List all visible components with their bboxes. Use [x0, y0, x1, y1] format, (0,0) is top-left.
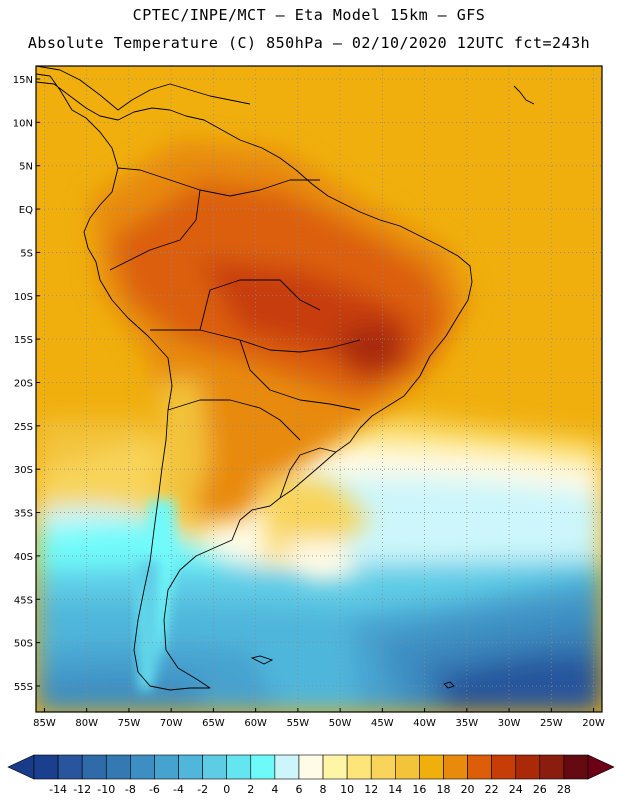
- colorbar-swatch: [33, 754, 59, 780]
- lon-tick-label: 60W: [244, 718, 267, 729]
- lat-tick-label: 10S: [14, 292, 33, 303]
- lat-tick-label: 5S: [20, 248, 33, 259]
- colorbar-swatch: [226, 754, 252, 780]
- colorbar-swatch: [154, 754, 179, 780]
- colorbar-swatch: [298, 754, 324, 780]
- colorbar-swatch: [467, 754, 492, 780]
- lon-tick-label: 55W: [287, 718, 310, 729]
- lon-tick-label: 80W: [75, 718, 98, 729]
- lat-tick-label: 20S: [14, 378, 33, 389]
- colorbar-label: 4: [271, 783, 278, 796]
- colorbar-label: 28: [557, 783, 571, 796]
- colorbar-labels: -14 -12 -10 -8 -6 -4 -2 0 2 4 6 8 10 12 14 16 18 20 22 24 26…: [49, 783, 571, 796]
- colorbar-swatch: [274, 754, 300, 780]
- colorbar-label: 10: [340, 783, 354, 796]
- lon-tick-label: 45W: [371, 718, 394, 729]
- colorbar-label: -8: [125, 783, 136, 796]
- lat-tick-label: 15N: [13, 75, 33, 86]
- colorbar-swatch: [370, 754, 396, 780]
- colorbar-swatch: [346, 754, 372, 780]
- lon-tick-label: 70W: [160, 718, 183, 729]
- colorbar-label: -14: [49, 783, 67, 796]
- islands: [250, 85, 535, 689]
- lon-tick-label: 20W: [582, 718, 605, 729]
- lat-tick-label: 15S: [14, 335, 33, 346]
- lat-tick-label: 10N: [13, 118, 33, 129]
- title-line-2: Absolute Temperature (C) 850hPa – 02/10/…: [27, 34, 591, 52]
- colorbar: [7, 754, 615, 780]
- lat-tick-label: 5N: [19, 162, 33, 173]
- lat-tick-label: 35S: [14, 509, 33, 520]
- colorbar-label: 0: [223, 783, 230, 796]
- colorbar-label: 8: [320, 783, 327, 796]
- colorbar-label: 16: [412, 783, 426, 796]
- colorbar-label: 24: [509, 783, 523, 796]
- colorbar-swatch: [81, 754, 107, 780]
- colorbar-swatch: [539, 754, 565, 780]
- latitude-axis: 15N 10N 5N EQ 5S 10S 15S 20S 25S 30S 35S 40S 45S 50S 5…: [13, 75, 40, 693]
- colorbar-label: -2: [197, 783, 208, 796]
- colorbar-swatch: [57, 754, 83, 780]
- lon-tick-label: 35W: [456, 718, 479, 729]
- colorbar-swatch: [250, 754, 276, 780]
- colorbar-max-arrow: [587, 754, 615, 780]
- colorbar-swatch: [395, 754, 420, 780]
- title-line-1: CPTEC/INPE/MCT – Eta Model 15km – GFS: [132, 6, 486, 24]
- lat-tick-label: 30S: [14, 465, 33, 476]
- colorbar-swatch: [105, 754, 131, 780]
- lon-tick-label: 25W: [540, 718, 563, 729]
- temperature-field: [36, 66, 602, 712]
- colorbar-label: -10: [97, 783, 115, 796]
- colorbar-label: 6: [295, 783, 302, 796]
- colorbar-label: 18: [436, 783, 450, 796]
- lat-tick-label: EQ: [19, 205, 33, 216]
- colorbar-label: 26: [533, 783, 547, 796]
- lon-tick-label: 65W: [202, 718, 225, 729]
- colorbar-swatch: [491, 754, 517, 780]
- lat-tick-label: 55S: [14, 682, 33, 693]
- colorbar-label: 14: [388, 783, 402, 796]
- lat-tick-label: 50S: [14, 639, 33, 650]
- longitude-axis: 85W 80W 75W 70W 65W 60W 55W 50W 45W 40W 35W 30W 25W 2…: [33, 708, 605, 729]
- colorbar-label: 12: [364, 783, 378, 796]
- colorbar-swatch: [419, 754, 444, 780]
- colorbar-min-arrow: [7, 754, 35, 780]
- colorbar-label: -6: [149, 783, 160, 796]
- colorbar-label: 22: [485, 783, 499, 796]
- colorbar-swatch: [130, 754, 155, 780]
- lon-tick-label: 40W: [413, 718, 436, 729]
- colorbar-label: 20: [461, 783, 475, 796]
- colorbar-label: 2: [247, 783, 254, 796]
- colorbar-swatch: [443, 754, 468, 780]
- colorbar-swatch: [563, 754, 589, 780]
- coastlines: [36, 66, 473, 691]
- colorbar-swatch: [322, 754, 348, 780]
- lon-tick-label: 50W: [329, 718, 352, 729]
- lat-tick-label: 40S: [14, 552, 33, 563]
- plot-frame: [35, 65, 603, 713]
- colorbar-swatch: [515, 754, 541, 780]
- lon-tick-label: 85W: [33, 718, 56, 729]
- lon-tick-label: 30W: [498, 718, 521, 729]
- lat-tick-label: 25S: [14, 422, 33, 433]
- colorbar-swatch: [202, 754, 227, 780]
- lon-tick-label: 75W: [118, 718, 141, 729]
- lat-tick-label: 45S: [14, 595, 33, 606]
- colorbar-label: -4: [173, 783, 184, 796]
- colorbar-label: -12: [73, 783, 91, 796]
- colorbar-swatch: [178, 754, 203, 780]
